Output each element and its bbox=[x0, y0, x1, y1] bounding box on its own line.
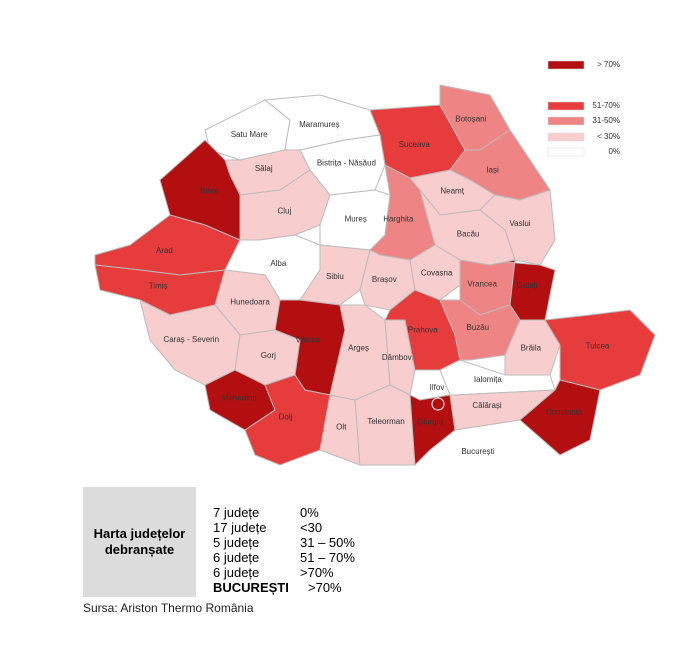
county-label: Suceava bbox=[399, 140, 431, 149]
county-label: Olt bbox=[336, 423, 347, 432]
county-label: Botoșani bbox=[455, 114, 486, 123]
county-label: Ialomița bbox=[474, 375, 503, 384]
county-label: Alba bbox=[270, 259, 287, 268]
county-label: Prahova bbox=[408, 326, 438, 335]
summary-count: BUCUREȘTI bbox=[213, 580, 289, 595]
legend-label: 0% bbox=[608, 147, 620, 156]
county-label: Argeș bbox=[348, 344, 369, 353]
summary-percent: 0% bbox=[300, 505, 319, 520]
county-label: Bihor bbox=[200, 186, 219, 195]
legend-label: 31-50% bbox=[592, 116, 620, 125]
legend-swatch bbox=[547, 147, 585, 157]
county-label: Mehedinți bbox=[222, 393, 257, 402]
summary-percent: 51 – 70% bbox=[300, 550, 355, 565]
county-label: Dolj bbox=[279, 412, 293, 421]
county-label: Brăila bbox=[521, 343, 542, 352]
county-label: Iași bbox=[486, 166, 499, 175]
county-label: Sibiu bbox=[326, 272, 344, 281]
county-label: Mureș bbox=[345, 214, 367, 223]
county-label: Maramureș bbox=[299, 120, 339, 129]
legend-swatch bbox=[547, 132, 585, 142]
summary-percent: >70% bbox=[308, 580, 342, 595]
map: Satu Mare Maramureș Suceava Botoșani Iași Bis… bbox=[94, 60, 656, 467]
summary-row: 6 județe >70% bbox=[213, 565, 355, 580]
summary-count: 5 județe bbox=[213, 535, 260, 550]
county-label: Vâlcea bbox=[296, 336, 321, 345]
summary-count: 7 județe bbox=[213, 505, 260, 520]
county bbox=[431, 397, 445, 411]
legend-label: 51-70% bbox=[592, 101, 620, 110]
legend-swatch bbox=[547, 101, 585, 111]
county-label: Harghita bbox=[383, 214, 414, 223]
county-label: București bbox=[461, 447, 495, 456]
county-label: Caraș - Severin bbox=[163, 335, 219, 344]
county-label: Brașov bbox=[372, 275, 397, 284]
summary-count: 6 județe bbox=[213, 565, 260, 580]
county-label: Bistrița - Năsăud bbox=[317, 159, 376, 168]
legend-label: < 30% bbox=[597, 132, 620, 141]
summary-count: 17 județe bbox=[213, 520, 267, 535]
county-label: Giurgiu bbox=[417, 418, 443, 427]
summary-row: 5 județe 31 – 50% bbox=[213, 535, 355, 550]
summary-count: 6 județe bbox=[213, 550, 260, 565]
summary-row: BUCUREȘTI >70% bbox=[213, 580, 355, 595]
summary-row: 7 județe 0% bbox=[213, 505, 355, 520]
summary-percent: <30 bbox=[300, 520, 323, 535]
county-label: Tulcea bbox=[586, 341, 610, 350]
county-label: Călărași bbox=[472, 401, 502, 410]
legend-swatch bbox=[547, 116, 585, 126]
county-label: Constanța bbox=[546, 408, 583, 417]
county-label: Vrancea bbox=[467, 279, 497, 288]
county-label: Buzău bbox=[466, 323, 489, 332]
county-label: Ilfov bbox=[430, 383, 445, 392]
summary-percent: 31 – 50% bbox=[300, 535, 355, 550]
summary-row: 17 județe <30 bbox=[213, 520, 355, 535]
summary-percent: >70% bbox=[300, 565, 334, 580]
county-label: Timiș bbox=[149, 281, 168, 290]
county-label: Arad bbox=[156, 246, 173, 255]
county-label: Cluj bbox=[277, 206, 291, 215]
summary-rows: 7 județe 0% 17 județe <30 5 județe 31 – 50% 6 … bbox=[213, 505, 355, 595]
county-label: Teleorman bbox=[367, 417, 404, 426]
county-label: Sălaj bbox=[255, 164, 273, 173]
summary-row: 6 județe 51 – 70% bbox=[213, 550, 355, 565]
county-label: Neamț bbox=[440, 186, 464, 195]
county-label: Vaslui bbox=[509, 219, 530, 228]
source: Sursa: Ariston Thermo România bbox=[83, 601, 254, 615]
county-label: Dâmbovița bbox=[382, 353, 421, 362]
legend-label: > 70% bbox=[597, 60, 620, 69]
county-label: Gorj bbox=[261, 351, 276, 360]
county-label: Hunedoara bbox=[230, 298, 270, 307]
county bbox=[519, 379, 601, 456]
county-label: Satu Mare bbox=[231, 130, 268, 139]
summary-title: Harta județelor debranșate bbox=[83, 487, 196, 597]
county-label: Bacău bbox=[457, 229, 480, 238]
legend-swatch bbox=[547, 60, 585, 70]
county-label: Galați bbox=[517, 281, 538, 290]
county-label: Covasna bbox=[421, 268, 453, 277]
county bbox=[244, 374, 331, 466]
county bbox=[544, 309, 656, 391]
